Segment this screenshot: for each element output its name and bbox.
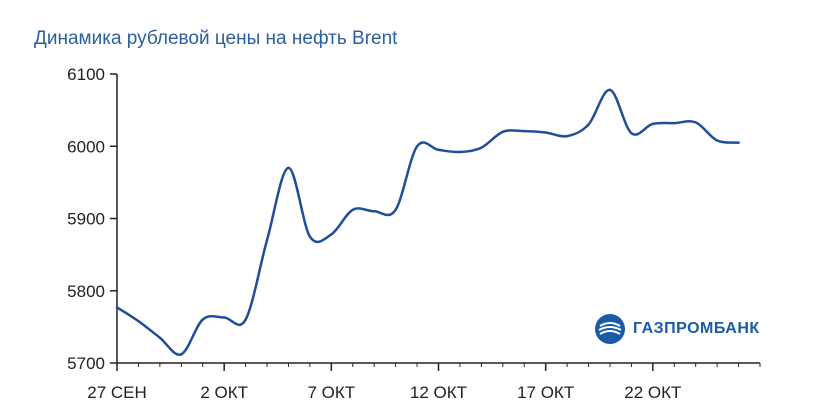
data-point	[715, 139, 719, 142]
data-point	[351, 208, 354, 212]
data-point	[115, 306, 119, 309]
data-point	[287, 166, 290, 170]
x-tick-label: 22 ОКТ	[624, 383, 681, 402]
data-point	[501, 130, 504, 133]
data-point	[158, 336, 162, 339]
data-point	[137, 319, 140, 323]
data-point	[373, 210, 376, 213]
logo-text: ГАЗПРОМБАНК	[633, 320, 760, 337]
data-point	[694, 121, 697, 124]
x-tick-label: 12 ОКТ	[410, 383, 467, 402]
data-point	[394, 208, 397, 212]
y-tick-label: 6000	[67, 137, 105, 156]
data-point	[415, 145, 419, 148]
data-point	[651, 122, 655, 126]
data-point	[587, 123, 590, 126]
x-tick-label: 27 СЕН	[87, 383, 147, 402]
y-tick-label: 5800	[67, 282, 105, 301]
data-points	[115, 88, 740, 356]
gazprombank-logo-icon	[595, 314, 625, 344]
data-point	[544, 131, 547, 134]
data-point	[437, 148, 440, 152]
y-ticks: 5700 5800 5900 6000 6100	[67, 65, 117, 373]
data-point	[308, 235, 312, 238]
data-point	[630, 132, 633, 135]
data-point	[523, 129, 526, 133]
gazprombank-logo: ГАЗПРОМБАНК	[594, 313, 760, 345]
data-point	[222, 316, 226, 319]
data-point	[265, 238, 269, 242]
data-point	[201, 318, 204, 321]
data-point	[565, 134, 569, 138]
y-tick-label: 5900	[67, 210, 105, 229]
data-point	[737, 141, 740, 144]
data-point	[480, 146, 483, 149]
data-point	[180, 353, 183, 356]
data-point	[673, 121, 676, 125]
y-tick-label: 5700	[67, 354, 105, 373]
data-point	[608, 88, 612, 92]
x-tick-label: 2 ОКТ	[200, 383, 248, 402]
x-ticks: 27 СЕН 2 ОКТ 7 ОКТ 12 ОКТ 17 ОКТ 22 ОКТ	[87, 363, 761, 402]
y-tick-label: 6100	[67, 65, 105, 84]
data-point	[330, 233, 333, 236]
data-point	[458, 150, 462, 154]
data-point	[244, 318, 247, 321]
chart-title: Динамика рублевой цены на нефть Brent	[34, 28, 398, 49]
x-tick-label: 7 ОКТ	[307, 383, 355, 402]
x-tick-label: 17 ОКТ	[517, 383, 574, 402]
